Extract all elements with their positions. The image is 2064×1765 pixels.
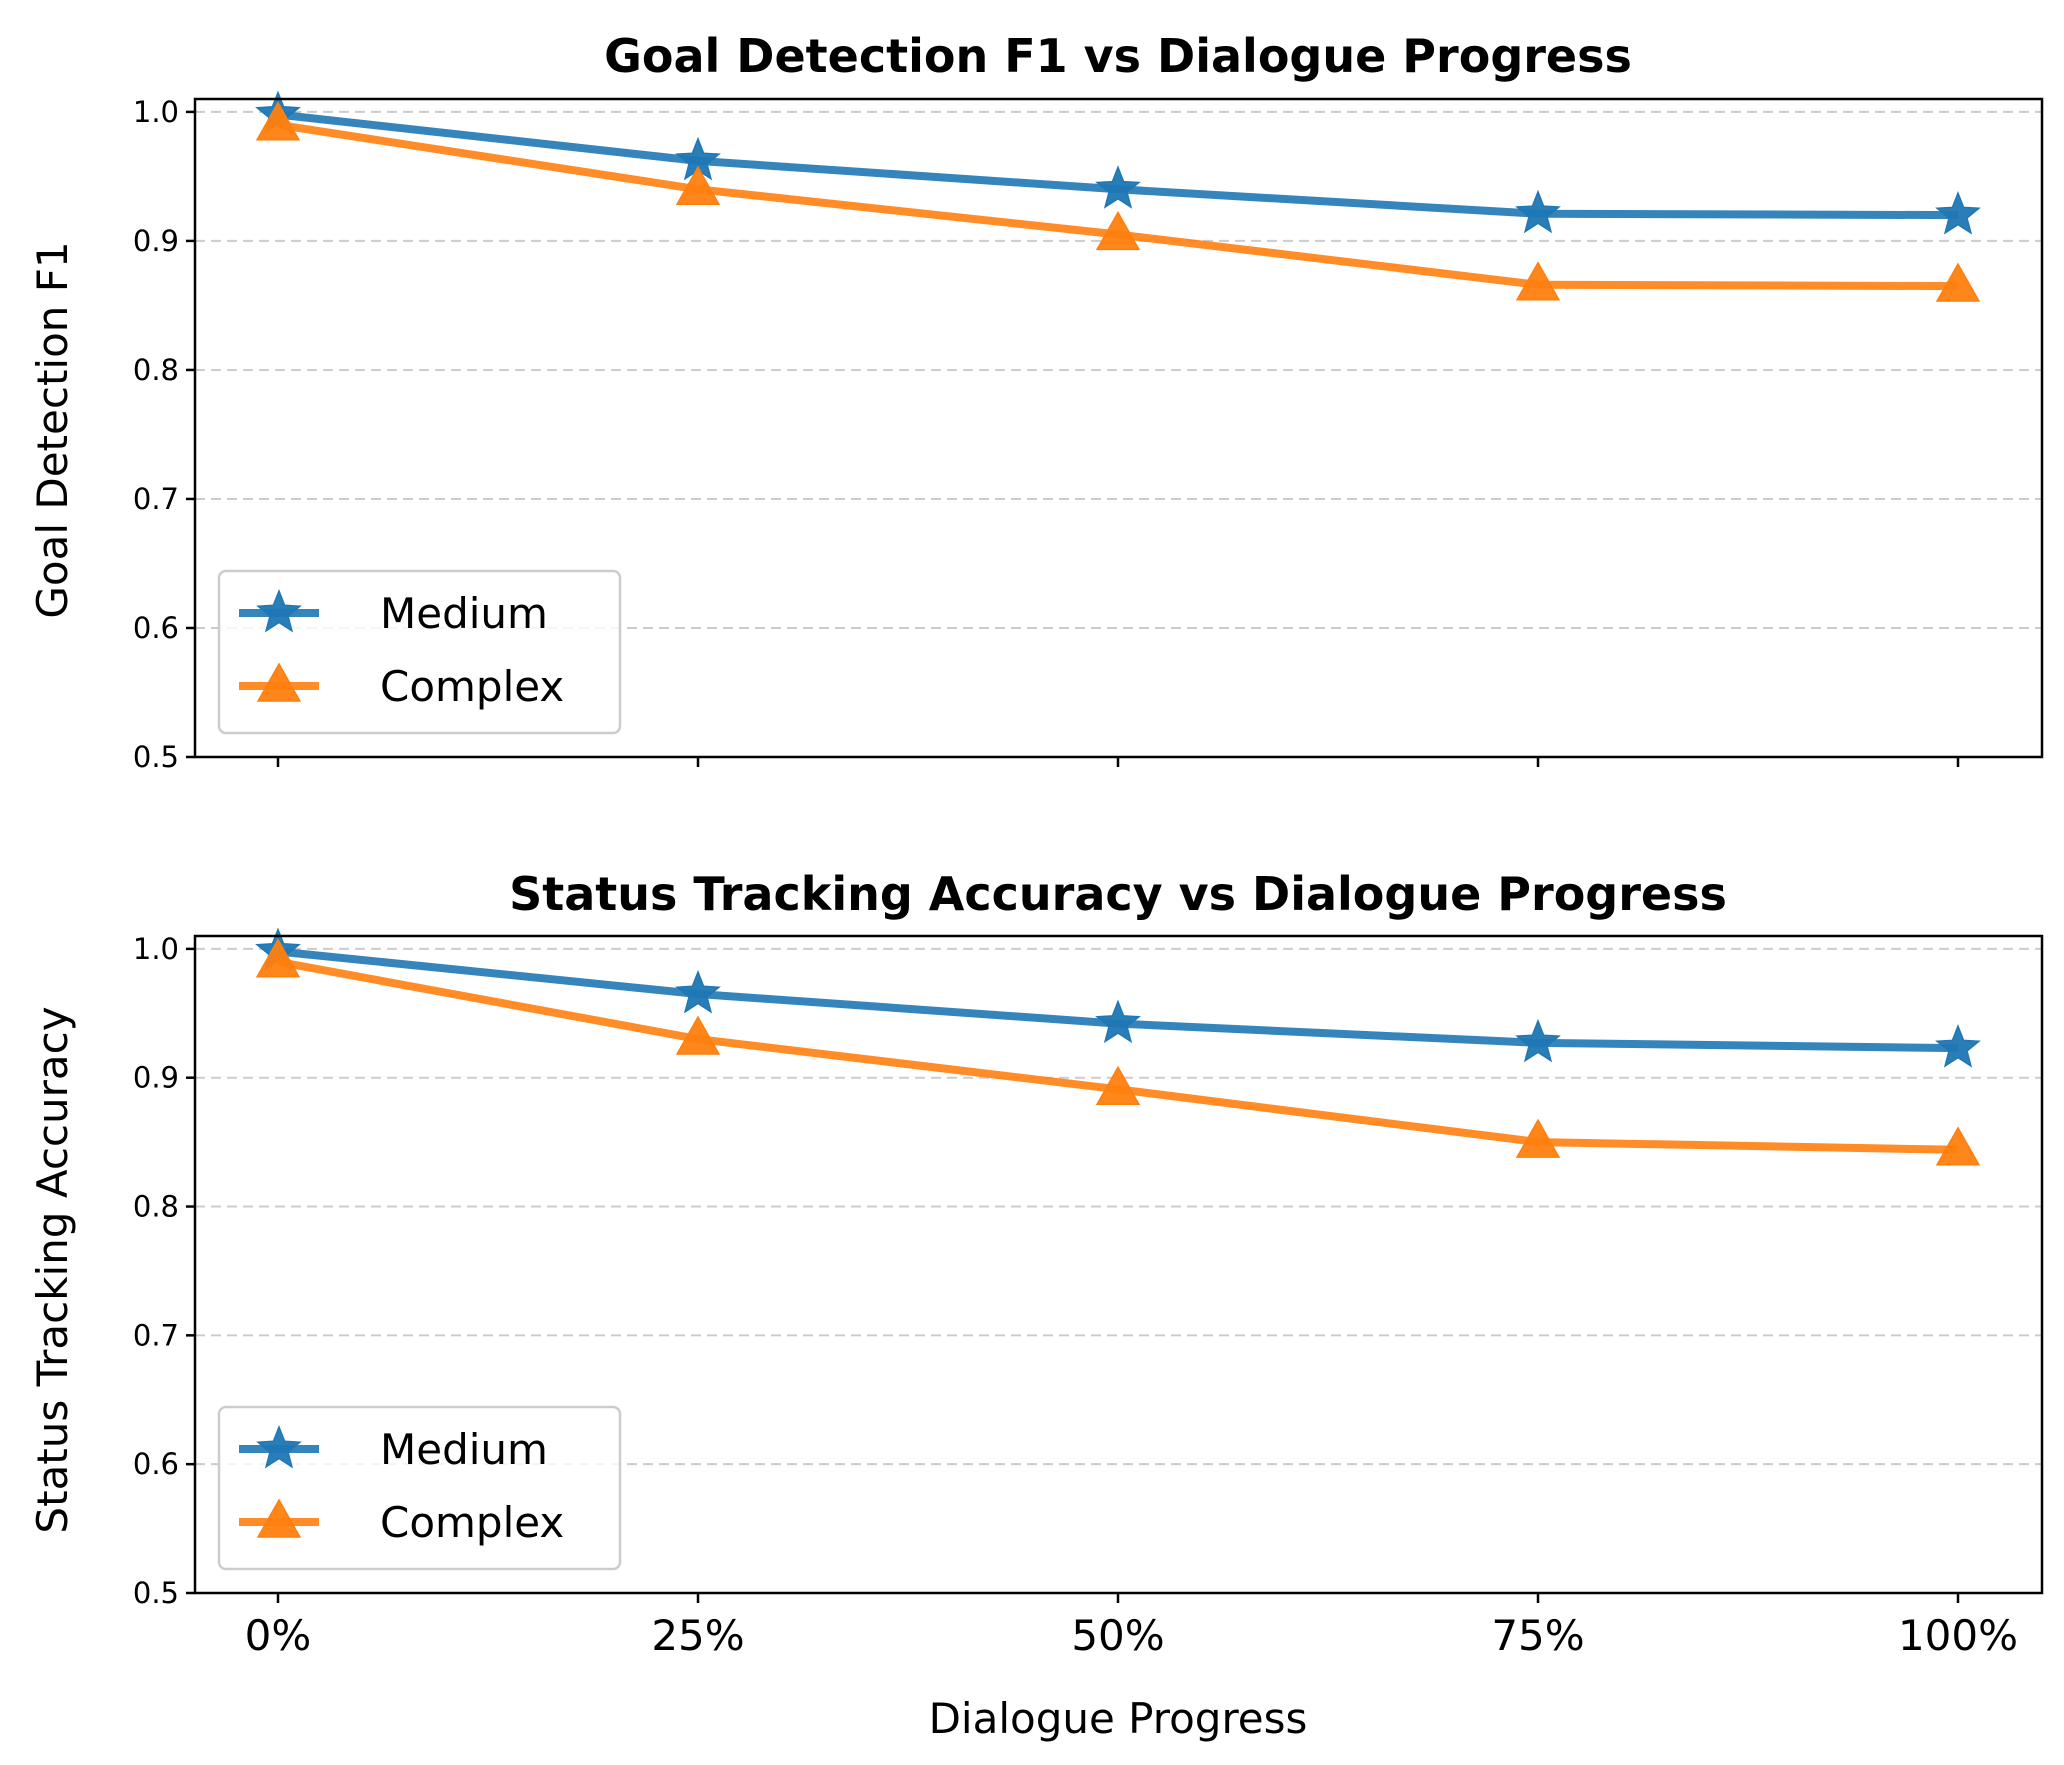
data-point-medium xyxy=(1515,189,1561,234)
y-axis-label: Status Tracking Accuracy xyxy=(28,1006,77,1533)
series-line-complex xyxy=(277,957,1959,1154)
data-point-complex xyxy=(1515,261,1561,301)
data-point-medium xyxy=(1515,1018,1561,1063)
x-tick-label: 100% xyxy=(1898,1611,2018,1660)
x-axis-label: Dialogue Progress xyxy=(929,1694,1308,1743)
y-tick-label: 0.9 xyxy=(133,224,179,258)
x-tick-label: 75% xyxy=(1491,1611,1584,1660)
data-point-medium xyxy=(675,969,721,1014)
goal-detection-panel: Goal Detection F1 vs Dialogue Progress G… xyxy=(28,29,2044,774)
legend-marker-complex xyxy=(256,662,302,702)
chart-title: Status Tracking Accuracy vs Dialogue Pro… xyxy=(509,867,1727,921)
status-tracking-panel: Status Tracking Accuracy vs Dialogue Pro… xyxy=(28,867,2044,1743)
legend-box xyxy=(217,569,622,735)
data-point-medium xyxy=(1095,999,1141,1044)
chart-title: Goal Detection F1 vs Dialogue Progress xyxy=(604,29,1632,83)
data-point-complex xyxy=(675,1015,721,1055)
legend: Medium Complex xyxy=(217,569,622,735)
series-line-complex xyxy=(277,120,1959,291)
y-tick-label: 0.9 xyxy=(133,1061,179,1095)
y-tick-label: 0.5 xyxy=(133,740,179,774)
y-tick-label: 1.0 xyxy=(133,95,179,129)
y-axis-label: Goal Detection F1 xyxy=(28,241,77,618)
data-point-complex xyxy=(255,101,301,141)
y-tick-label: 1.0 xyxy=(133,932,179,966)
legend-label: Medium xyxy=(380,1425,548,1474)
x-tick-label: 50% xyxy=(1071,1611,1164,1660)
x-tick-label: 25% xyxy=(651,1611,744,1660)
y-tick-label: 0.6 xyxy=(133,611,179,645)
y-tick-label: 0.8 xyxy=(133,1190,179,1224)
legend-label: Complex xyxy=(380,1498,564,1547)
data-point-complex xyxy=(1095,210,1141,251)
y-tick-label: 0.8 xyxy=(133,353,179,387)
y-tick-label: 0.7 xyxy=(133,482,179,516)
data-point-complex xyxy=(255,938,301,978)
legend: Medium Complex xyxy=(217,1405,622,1571)
x-tick-label: 0% xyxy=(245,1611,312,1660)
data-point-complex xyxy=(1935,1126,1981,1166)
data-point-complex xyxy=(1515,1118,1561,1158)
data-point-medium xyxy=(1095,165,1141,209)
data-point-complex xyxy=(1095,1065,1141,1106)
legend-marker-medium xyxy=(256,588,302,633)
legend-box xyxy=(217,1405,622,1571)
plot-area-frame xyxy=(193,934,2044,1595)
legend-marker-complex xyxy=(256,1498,302,1538)
legend-label: Complex xyxy=(380,662,564,711)
data-point-medium xyxy=(1935,1024,1981,1068)
legend-marker-medium xyxy=(256,1424,302,1469)
data-point-complex xyxy=(675,165,721,206)
y-tick-label: 0.6 xyxy=(133,1447,179,1481)
legend-label: Medium xyxy=(380,589,548,638)
plot-area-frame xyxy=(193,97,2044,759)
data-point-medium xyxy=(1935,191,1981,235)
y-tick-label: 0.7 xyxy=(133,1318,179,1352)
y-tick-label: 0.5 xyxy=(133,1576,179,1610)
data-point-complex xyxy=(1935,262,1981,302)
